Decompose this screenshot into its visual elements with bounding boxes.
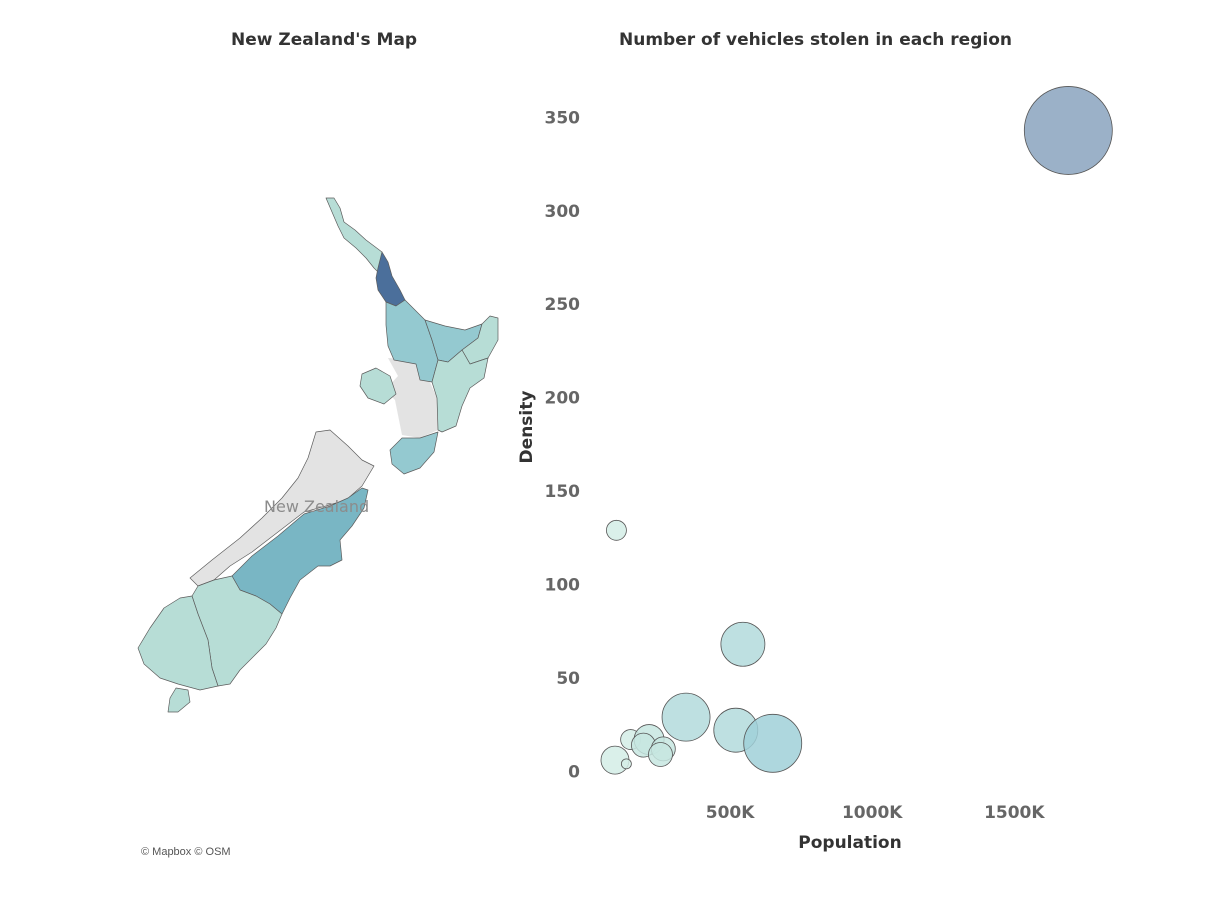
region-southland[interactable] [137, 595, 219, 691]
scatter-points [600, 86, 1113, 775]
scatter-point[interactable] [661, 692, 711, 742]
region-hawkes-bay[interactable] [431, 349, 489, 433]
x-axis-title: Population [798, 833, 901, 853]
scatter-point[interactable] [606, 519, 627, 541]
region-taranaki[interactable] [359, 367, 397, 405]
region-west-coast[interactable] [189, 429, 375, 587]
region-otago[interactable] [191, 575, 283, 687]
scatter-point[interactable] [743, 713, 803, 773]
y-tick-label: 0 [568, 762, 580, 782]
scatter-point[interactable] [620, 758, 632, 770]
scatter-point[interactable] [720, 621, 766, 667]
scatter-point[interactable] [648, 742, 673, 767]
region-northland[interactable] [325, 197, 385, 273]
scatter-point[interactable] [1023, 86, 1113, 175]
new-zealand-map[interactable] [0, 0, 560, 880]
region-stewart-island[interactable] [167, 687, 191, 713]
map-title: New Zealand's Map [231, 30, 418, 50]
region-wellington[interactable] [389, 431, 439, 475]
x-axis-ticks: 500K 1000K 1500K [706, 803, 1046, 823]
map-attribution[interactable]: © Mapbox © OSM [141, 846, 231, 858]
x-tick-label: 1000K [842, 803, 903, 823]
x-tick-label: 500K [706, 803, 755, 823]
x-tick-label: 1500K [984, 803, 1045, 823]
chart-title: Number of vehicles stolen in each region [619, 30, 1012, 50]
map-country-label: New Zealand [264, 497, 370, 516]
region-auckland[interactable] [375, 251, 406, 307]
